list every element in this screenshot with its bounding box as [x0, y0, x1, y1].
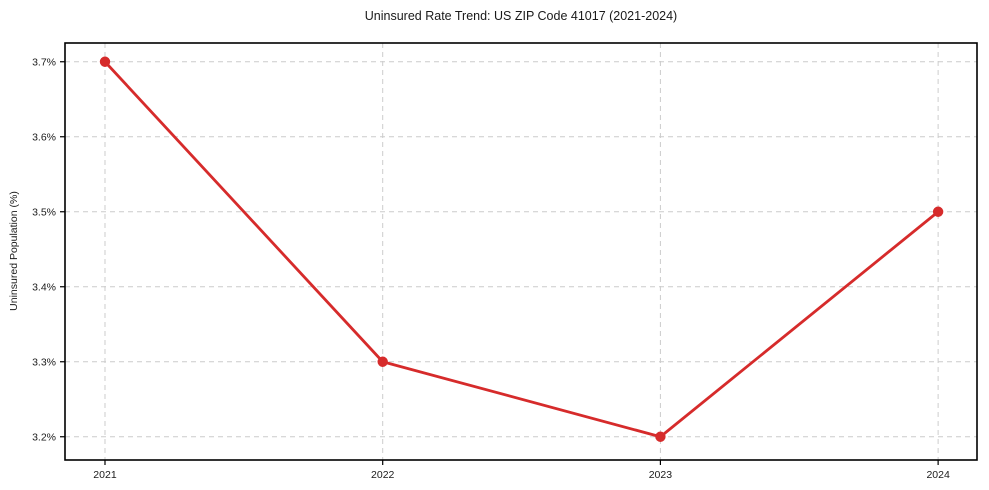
chart-title: Uninsured Rate Trend: US ZIP Code 41017 … — [364, 9, 678, 23]
x-tick-label: 2024 — [926, 469, 950, 481]
data-point-marker — [99, 56, 111, 67]
y-tick-label: 3.7% — [32, 56, 56, 68]
x-tick-label: 2023 — [649, 469, 673, 481]
data-line — [103, 60, 940, 439]
data-point-marker — [932, 206, 944, 217]
x-tick-label: 2022 — [371, 469, 395, 481]
data-point-marker — [377, 356, 388, 367]
y-tick-label: 3.2% — [32, 431, 56, 443]
x-tick-label: 2021 — [93, 469, 117, 481]
data-point-marker — [655, 431, 666, 442]
plot-border — [64, 42, 978, 461]
y-tick-label: 3.5% — [32, 206, 56, 218]
y-tick-label: 3.6% — [32, 131, 56, 143]
y-tick-label: 3.4% — [32, 281, 56, 293]
y-tick-label: 3.3% — [32, 356, 56, 368]
